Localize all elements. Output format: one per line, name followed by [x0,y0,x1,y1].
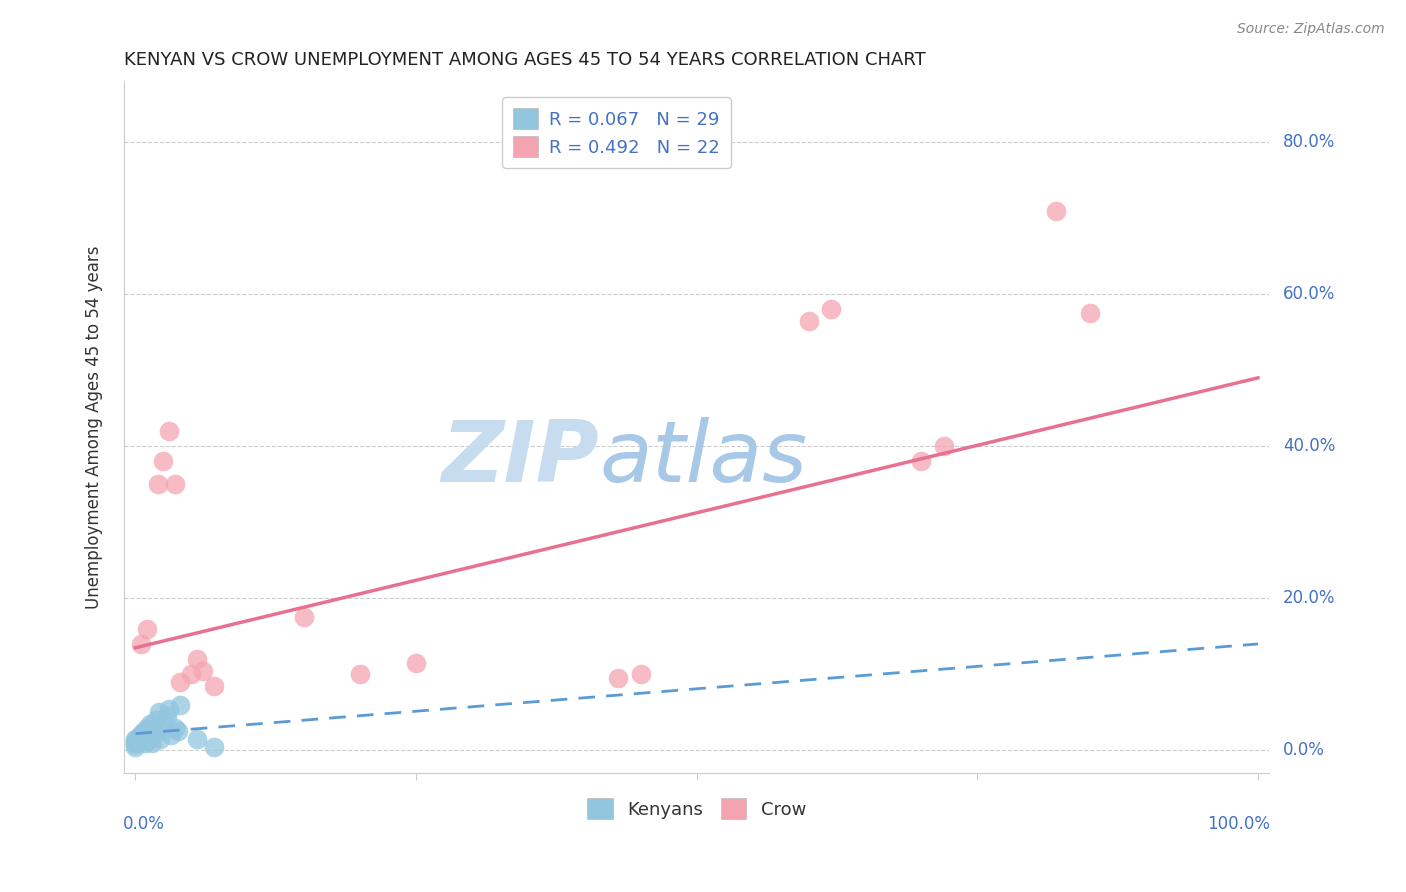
Point [124,737,146,751]
Point [129,637,152,651]
Point [186,652,208,666]
Text: atlas: atlas [599,417,807,500]
Point [124,734,146,748]
Text: 80.0%: 80.0% [1282,133,1336,151]
Point [152,454,174,468]
Point [152,716,174,731]
Point [349,667,371,681]
Point [167,724,190,739]
Point [124,739,146,754]
Text: Source: ZipAtlas.com: Source: ZipAtlas.com [1237,22,1385,37]
Point [148,706,170,720]
Point [163,477,186,491]
Point [820,302,842,317]
Text: 20.0%: 20.0% [1282,590,1336,607]
Point [202,679,225,693]
Point [146,477,169,491]
Point [797,314,820,328]
Point [607,671,630,685]
Text: 0.0%: 0.0% [1282,741,1324,759]
Point [186,731,208,746]
Point [129,726,152,740]
Point [157,424,180,438]
Point [191,664,214,678]
Point [135,721,157,735]
Point [202,739,225,754]
Y-axis label: Unemployment Among Ages 45 to 54 years: Unemployment Among Ages 45 to 54 years [86,245,103,609]
Point [910,454,932,468]
Point [160,728,183,742]
Text: 0.0%: 0.0% [122,814,165,833]
Legend: Kenyans, Crow: Kenyans, Crow [581,791,813,826]
Point [134,724,156,739]
Point [146,724,169,739]
Text: KENYAN VS CROW UNEMPLOYMENT AMONG AGES 45 TO 54 YEARS CORRELATION CHART: KENYAN VS CROW UNEMPLOYMENT AMONG AGES 4… [124,51,927,69]
Point [180,667,202,681]
Point [132,732,155,747]
Text: 100.0%: 100.0% [1208,814,1271,833]
Point [1078,306,1101,320]
Point [149,731,172,746]
Point [932,439,955,453]
Point [145,713,167,727]
Point [128,730,150,744]
Point [163,721,186,735]
Point [169,698,191,712]
Text: ZIP: ZIP [441,417,599,500]
Point [141,736,163,750]
Point [135,622,157,636]
Point [139,716,162,731]
Text: 40.0%: 40.0% [1282,437,1336,455]
Point [1045,203,1067,218]
Point [156,709,179,723]
Point [405,656,427,670]
Point [134,736,156,750]
Point [135,728,157,742]
Point [292,610,315,624]
Point [157,701,180,715]
Point [169,675,191,690]
Point [138,731,160,746]
Point [124,731,146,746]
Point [124,736,146,750]
Point [142,722,165,736]
Text: 60.0%: 60.0% [1282,285,1336,303]
Point [630,667,652,681]
